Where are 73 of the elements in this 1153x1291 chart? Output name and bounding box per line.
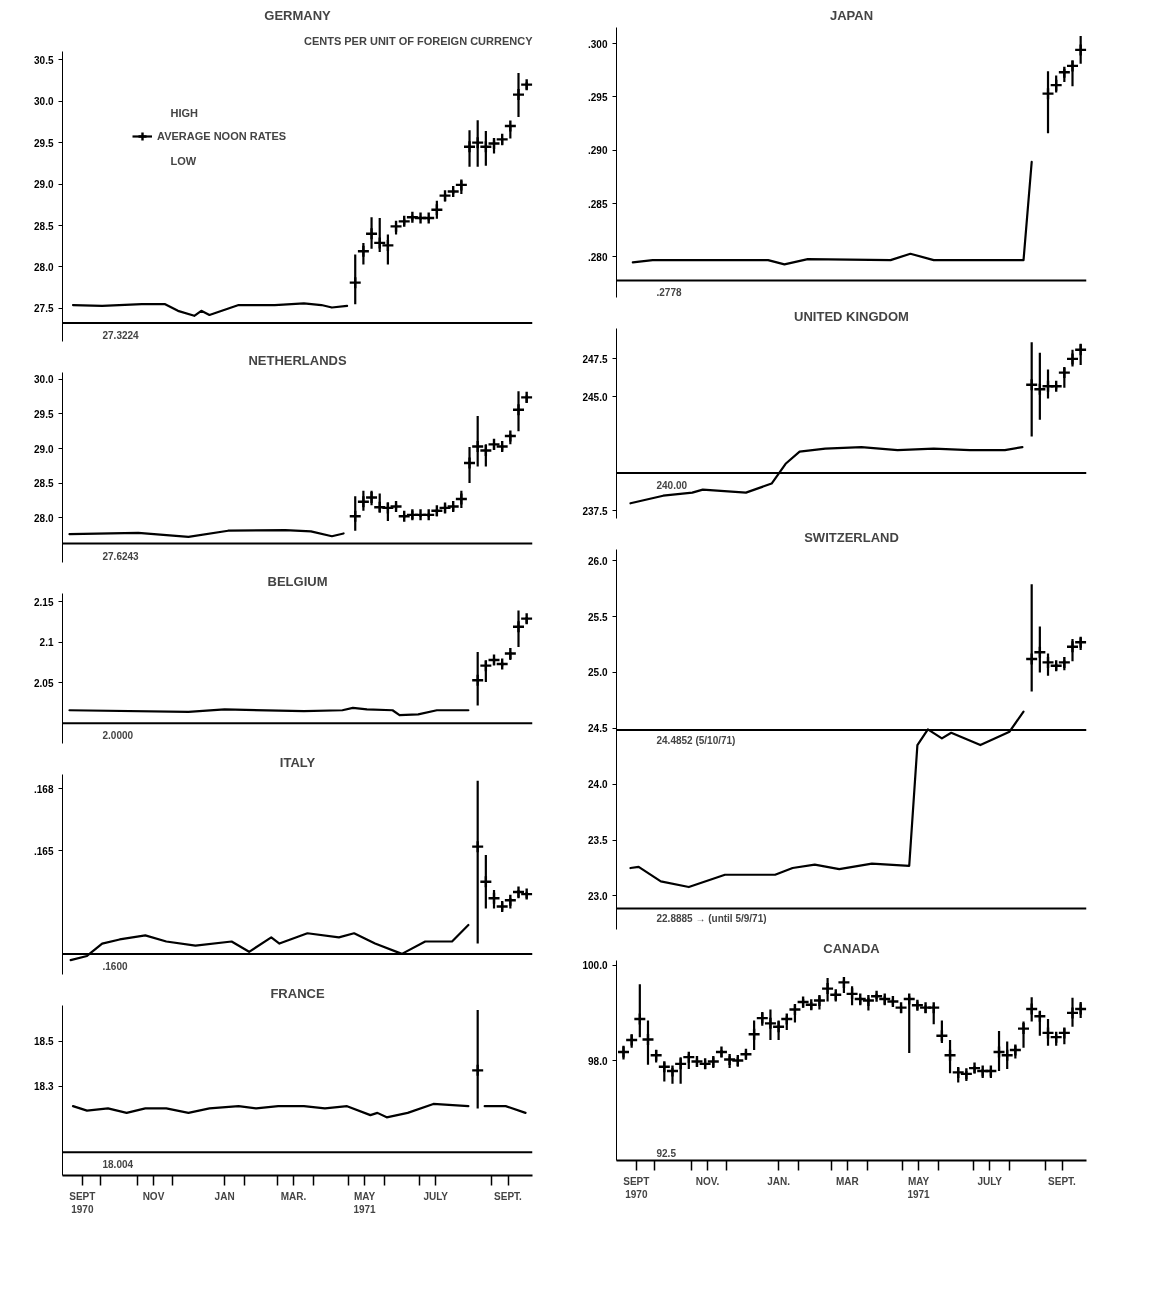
chart-title: NETHERLANDS xyxy=(248,352,347,368)
y-tick-label: 28.0 xyxy=(34,261,54,273)
annotation: LOW xyxy=(170,154,197,167)
x-tick-label: NOV. xyxy=(695,1175,720,1187)
y-tick-label: 247.5 xyxy=(582,353,608,365)
ref-line-label: 2.0000 xyxy=(102,730,134,742)
annotation: 92.5 xyxy=(656,1147,677,1159)
y-tick-label: .295 xyxy=(588,91,608,103)
ref-line-label: 240.00 xyxy=(656,479,688,491)
ref-line-label: .2778 xyxy=(656,287,682,299)
x-tick-label: SEPT. xyxy=(1048,1175,1077,1187)
chart-title: ITALY xyxy=(279,754,316,770)
y-tick-label: .300 xyxy=(588,38,608,50)
y-tick-label: 30.5 xyxy=(34,54,54,66)
chart-title: UNITED KINGDOM xyxy=(794,308,909,324)
y-tick-label: .168 xyxy=(34,783,54,795)
y-tick-label: 25.0 xyxy=(588,667,608,679)
x-tick-label: JAN xyxy=(214,1190,235,1202)
y-tick-label: 24.0 xyxy=(588,779,608,791)
x-tick-label: JULY xyxy=(423,1190,449,1202)
y-tick-label: 18.3 xyxy=(34,1081,54,1093)
y-tick-label: 29.0 xyxy=(34,443,54,455)
y-tick-label: 98.0 xyxy=(588,1055,608,1067)
x-tick-label: SEPT 1970 xyxy=(623,1175,650,1200)
y-tick-label: 23.5 xyxy=(588,835,608,847)
y-tick-label: 2.15 xyxy=(34,596,54,608)
y-tick-label: 30.0 xyxy=(34,374,54,386)
y-tick-label: 237.5 xyxy=(582,505,608,517)
y-tick-label: .165 xyxy=(34,845,54,857)
ref-line-label: 24.4852 (5/10/71) xyxy=(656,734,736,746)
y-tick-label: 29.5 xyxy=(34,408,54,420)
x-tick-label: MAR xyxy=(836,1175,860,1187)
chart-title: FRANCE xyxy=(270,985,325,1001)
y-tick-label: 26.0 xyxy=(588,555,608,567)
y-tick-label: 28.5 xyxy=(34,220,54,232)
y-tick-label: 2.05 xyxy=(34,677,54,689)
y-tick-label: 27.5 xyxy=(34,303,54,315)
y-tick-label: 28.0 xyxy=(34,512,54,524)
y-tick-label: 100.0 xyxy=(582,960,608,972)
ref-line-label: 27.3224 xyxy=(102,330,140,342)
x-tick-label: SEPT. xyxy=(494,1190,523,1202)
y-tick-label: .280 xyxy=(588,251,608,263)
y-tick-label: .290 xyxy=(588,145,608,157)
chart-subtitle: CENTS PER UNIT OF FOREIGN CURRENCY xyxy=(303,34,534,47)
ref-line-label: 22.8885 → (until 5/9/71) xyxy=(656,913,767,925)
x-tick-label: MAR. xyxy=(280,1190,307,1202)
ref-line-label: 18.004 xyxy=(102,1159,134,1171)
y-tick-label: 25.5 xyxy=(588,611,608,623)
x-tick-label: NOV xyxy=(142,1190,165,1202)
y-tick-label: 18.5 xyxy=(34,1036,54,1048)
y-tick-label: 29.0 xyxy=(34,179,54,191)
x-tick-label: JULY xyxy=(977,1175,1003,1187)
chart-title: JAPAN xyxy=(829,7,874,23)
y-tick-label: .285 xyxy=(588,198,608,210)
y-tick-label: 24.5 xyxy=(588,723,608,735)
y-tick-label: 30.0 xyxy=(34,96,54,108)
x-tick-label: MAY 1971 xyxy=(353,1190,377,1215)
x-tick-label: MAY 1971 xyxy=(907,1175,931,1200)
legend-label: AVERAGE NOON RATES xyxy=(157,130,287,142)
y-tick-label: 29.5 xyxy=(34,137,54,149)
x-tick-label: SEPT 1970 xyxy=(69,1190,96,1215)
chart-title: SWITZERLAND xyxy=(804,529,899,545)
chart-title: GERMANY xyxy=(264,7,332,23)
chart-title: BELGIUM xyxy=(267,573,328,589)
y-tick-label: 23.0 xyxy=(588,890,608,902)
y-tick-label: 245.0 xyxy=(582,391,608,403)
y-tick-label: 2.1 xyxy=(39,637,54,649)
chart-title: CANADA xyxy=(823,940,881,956)
x-tick-label: JAN. xyxy=(767,1175,791,1187)
ref-line-label: 27.6243 xyxy=(102,550,140,562)
annotation: HIGH xyxy=(170,106,199,119)
y-tick-label: 28.5 xyxy=(34,478,54,490)
ref-line-label: .1600 xyxy=(102,960,128,972)
